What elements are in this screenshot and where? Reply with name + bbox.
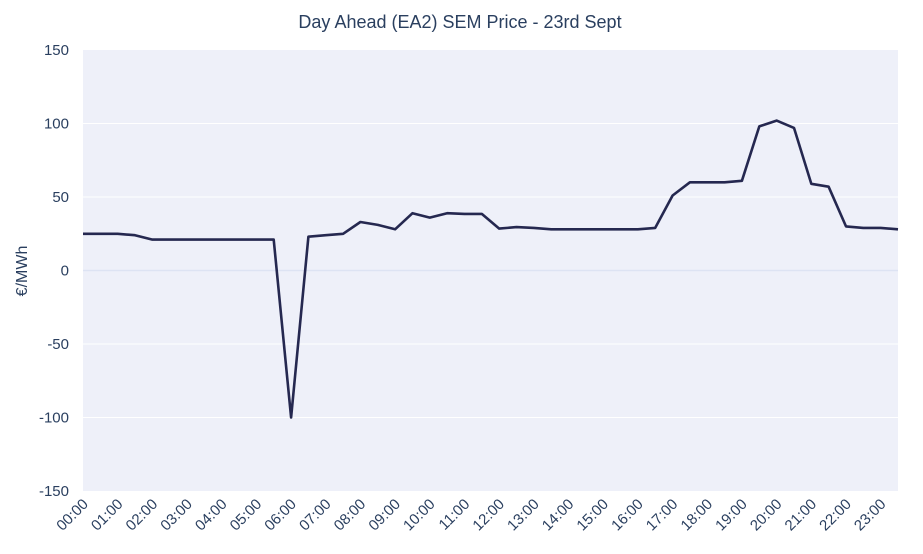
- x-tick-label: 19:00: [712, 496, 751, 535]
- x-tick-label: 21:00: [782, 496, 821, 535]
- y-axis-label: €/MWh: [14, 246, 31, 297]
- x-tick-label: 08:00: [331, 496, 370, 535]
- x-tick-label: 04:00: [192, 496, 231, 535]
- y-tick-label: -50: [47, 336, 69, 353]
- chart-title: Day Ahead (EA2) SEM Price - 23rd Sept: [298, 12, 621, 32]
- y-tick-label: 50: [52, 189, 69, 206]
- series-layer: [83, 119, 899, 419]
- y-tick-label: 150: [44, 42, 69, 59]
- x-tick-label: 13:00: [504, 496, 543, 535]
- x-tick-label: 03:00: [157, 496, 196, 535]
- x-tick-label: 02:00: [123, 496, 162, 535]
- x-tick-label: 05:00: [227, 496, 266, 535]
- y-tick-label: -150: [39, 483, 69, 500]
- x-tick-label: 23:00: [851, 496, 890, 535]
- series-line-0: [83, 119, 899, 419]
- x-tick-label: 10:00: [400, 496, 439, 535]
- x-tick-label: 01:00: [88, 496, 127, 535]
- y-tick-label: 100: [44, 116, 69, 133]
- gridlines: [83, 123, 898, 418]
- x-tick-label: 00:00: [53, 496, 92, 535]
- x-tick-label: 11:00: [436, 496, 474, 534]
- x-tick-label: 15:00: [573, 496, 612, 535]
- y-axis-ticks: 150 100 50 0 -50 -100 -150: [39, 42, 69, 500]
- x-tick-label: 09:00: [365, 496, 404, 535]
- x-tick-label: 18:00: [678, 496, 717, 535]
- x-tick-label: 07:00: [296, 496, 335, 535]
- x-tick-label: 16:00: [608, 496, 647, 535]
- x-tick-label: 20:00: [747, 496, 786, 535]
- x-tick-label: 22:00: [816, 496, 855, 535]
- x-tick-label: 12:00: [469, 496, 508, 535]
- x-axis-ticks: 00:0001:0002:0003:0004:0005:0006:0007:00…: [53, 496, 889, 535]
- x-tick-label: 06:00: [261, 496, 300, 535]
- y-tick-label: 0: [61, 263, 69, 280]
- x-tick-label: 14:00: [539, 496, 578, 535]
- x-tick-label: 17:00: [643, 496, 682, 535]
- y-tick-label: -100: [39, 410, 69, 427]
